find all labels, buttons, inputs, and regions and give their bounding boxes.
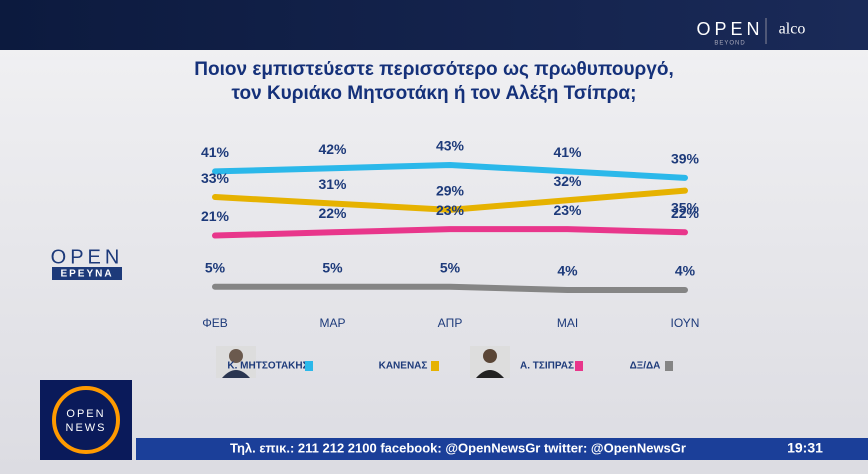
data-label: 22% [318, 205, 347, 221]
data-label: 29% [436, 183, 465, 199]
x-tick-label: ΑΠΡ [438, 316, 463, 330]
legend-label: ΚΑΝΕΝΑΣ [379, 361, 428, 372]
erevna-badge [52, 267, 122, 280]
data-label: 4% [557, 263, 578, 279]
ticker-bar [136, 438, 868, 460]
data-label: 23% [436, 202, 465, 218]
avatar-body [222, 370, 250, 378]
data-label: 31% [318, 176, 347, 192]
x-tick-label: ΙΟΥΝ [671, 316, 700, 330]
news-logo-ring [52, 386, 120, 454]
ticker-time: 19:31 [787, 440, 823, 456]
data-label: 42% [318, 141, 347, 157]
data-label: 41% [201, 144, 230, 160]
data-label: 21% [201, 208, 230, 224]
data-label: 23% [553, 202, 582, 218]
data-label: 35% [671, 199, 700, 215]
avatar-body [476, 370, 504, 378]
avatar-head [483, 349, 497, 363]
legend-label: ΔΞ/ΔΑ [630, 361, 661, 372]
logo-erevna: ΕΡΕΥΝΑ [60, 269, 113, 280]
x-tick-label: ΜΑΙ [557, 316, 578, 330]
chart-title: Ποιον εμπιστεύεστε περισσότερο ως πρωθυπ… [194, 59, 673, 80]
top-bar [0, 0, 868, 50]
data-label: 43% [436, 138, 465, 154]
data-label: 5% [322, 259, 343, 275]
legend-swatch [431, 361, 439, 371]
x-tick-label: ΦΕΒ [202, 316, 228, 330]
data-label: 5% [205, 259, 226, 275]
legend-swatch [305, 361, 313, 371]
x-tick-label: ΜΑΡ [319, 316, 345, 330]
legend-avatars [216, 346, 510, 378]
data-label: 33% [201, 170, 230, 186]
data-label: 5% [440, 259, 461, 275]
legend-swatch [665, 361, 673, 371]
series-line [212, 187, 688, 213]
data-label: 4% [675, 263, 696, 279]
news-logo-news: NEWS [66, 422, 107, 434]
ticker-text: Τηλ. επικ.: 211 212 2100 facebook: @Open… [230, 440, 686, 455]
series-line [212, 161, 688, 181]
legend-label: Α. ΤΣΙΠΡΑΣ [520, 361, 574, 372]
avatar-head [229, 349, 243, 363]
data-label: 39% [671, 151, 700, 167]
data-label: 41% [553, 144, 582, 160]
logo-open-erevna: OPEN [51, 246, 124, 268]
chart-title: τον Κυριάκο Μητσοτάκη ή τον Αλέξη Τσίπρα… [232, 83, 637, 104]
legend-swatch [575, 361, 583, 371]
logo-alco: alco [779, 21, 806, 38]
data-label: 32% [553, 173, 582, 189]
logo-open: OPEN [696, 19, 763, 39]
logo-beyond: BEYOND [714, 41, 745, 47]
series-line [212, 283, 688, 293]
news-logo-open: OPEN [66, 408, 105, 420]
data-label: 22% [671, 205, 700, 221]
legend-label: Κ. ΜΗΤΣΟΤΑΚΗΣ [227, 361, 308, 372]
series-line [212, 226, 688, 239]
